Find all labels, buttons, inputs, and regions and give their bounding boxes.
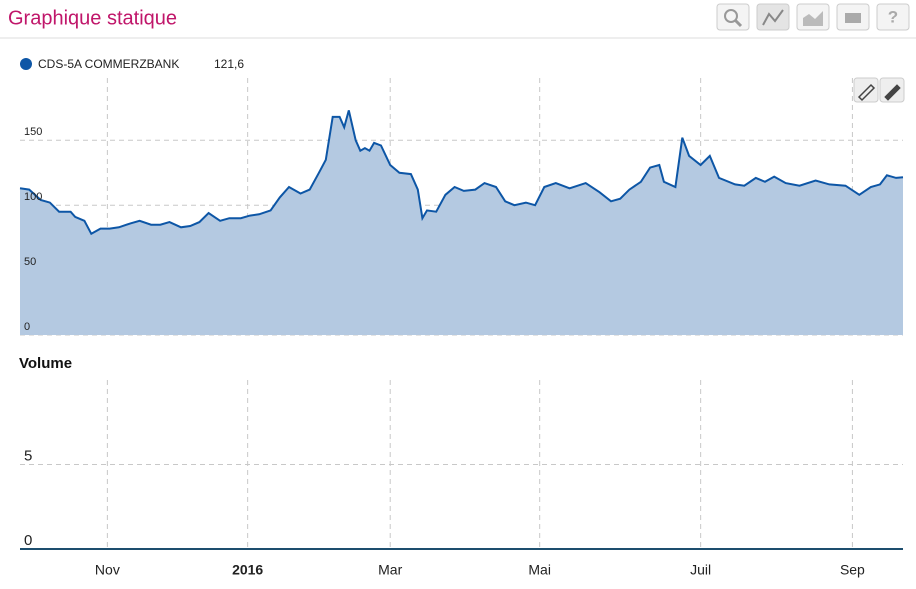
icon bbox=[857, 83, 876, 102]
legend-value: 121,6 bbox=[214, 57, 244, 71]
toolbar: ? bbox=[716, 3, 910, 31]
icon: ? bbox=[888, 7, 898, 26]
y-tick-label: 50 bbox=[24, 256, 36, 268]
x-tick-label: 2016 bbox=[232, 562, 263, 578]
panel-title: Volume bbox=[19, 355, 72, 372]
icon bbox=[803, 11, 823, 26]
x-tick-label: Mar bbox=[378, 562, 402, 578]
x-tick-label: Mai bbox=[528, 562, 551, 578]
legend-marker bbox=[20, 58, 32, 70]
help-button[interactable] bbox=[876, 3, 910, 31]
area bbox=[20, 110, 903, 336]
line-button[interactable] bbox=[756, 3, 790, 31]
y-tick-label: 0 bbox=[24, 532, 32, 549]
y-tick-label: 150 bbox=[24, 126, 42, 138]
line bbox=[19, 110, 904, 236]
x-tick-label: Juil bbox=[690, 562, 711, 578]
icon bbox=[724, 9, 738, 23]
y-tick-label: 100 bbox=[24, 191, 42, 203]
page-title: Graphique statique bbox=[8, 7, 177, 29]
icon bbox=[762, 9, 784, 26]
icon bbox=[884, 84, 901, 101]
zoom-button[interactable] bbox=[716, 3, 750, 31]
icon bbox=[845, 13, 861, 23]
legend-label: CDS-5A COMMERZBANK bbox=[38, 57, 179, 71]
x-tick-label: Nov bbox=[95, 562, 120, 578]
x-tick-label: Sep bbox=[840, 562, 865, 578]
icon bbox=[733, 18, 743, 28]
y-tick-label: 0 bbox=[24, 321, 30, 333]
y-tick-label: 5 bbox=[24, 447, 32, 464]
area-button[interactable] bbox=[796, 3, 830, 31]
